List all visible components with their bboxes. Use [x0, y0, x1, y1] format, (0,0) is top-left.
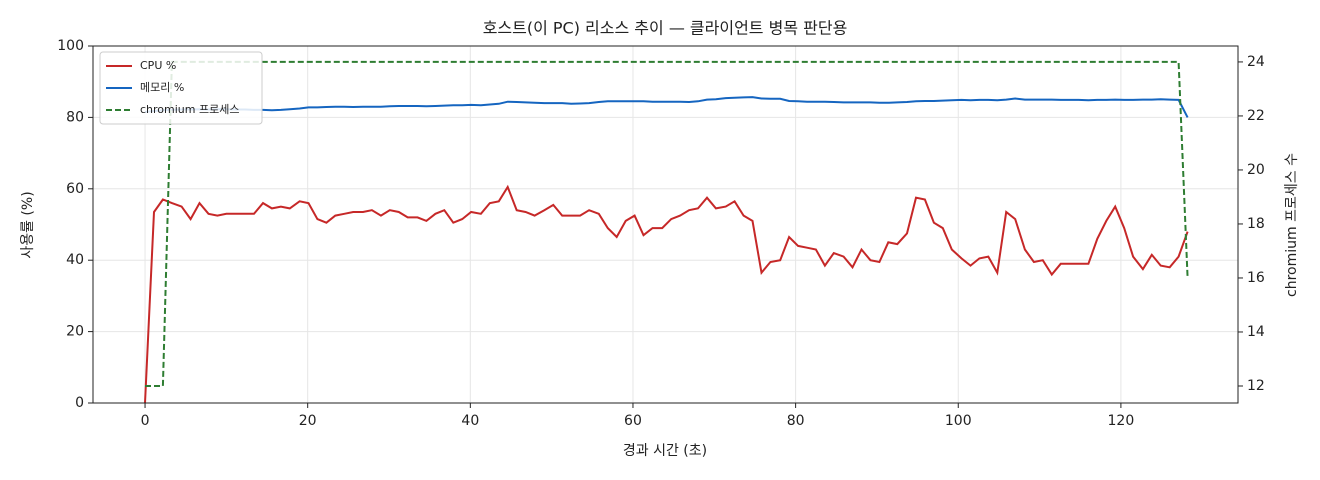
x-tick-label: 40: [461, 413, 479, 429]
plot-frame: [92, 45, 1239, 404]
y-axis-label: 사용률 (%): [20, 191, 36, 258]
y-tick-label: 100: [57, 38, 84, 54]
y2-tick-label: 16: [1247, 270, 1265, 286]
x-tick-label: 80: [787, 413, 805, 429]
y2-tick-label: 12: [1247, 378, 1265, 394]
y-tick-label: 20: [66, 324, 84, 340]
chart-title: 호스트(이 PC) 리소스 추이 — 클라이언트 병목 판단용: [483, 19, 848, 38]
x-tick-label: 120: [1108, 413, 1135, 429]
y2-axis-label: chromium 프로세스 수: [1284, 153, 1300, 297]
x-tick-label: 20: [299, 413, 317, 429]
y-tick-label: 0: [75, 395, 84, 411]
y2-tick-label: 14: [1247, 324, 1265, 340]
series-line: [145, 60, 1189, 387]
y-tick-label: 40: [66, 252, 84, 268]
y2-tick-label: 20: [1247, 162, 1265, 178]
x-axis-label: 경과 시간 (초): [623, 443, 707, 459]
legend-label: 메모리 %: [140, 81, 184, 94]
legend-label: chromium 프로세스: [140, 103, 239, 116]
legend-label: CPU %: [140, 59, 176, 72]
y-tick-label: 60: [66, 181, 84, 197]
x-tick-label: 0: [141, 413, 150, 429]
x-tick-label: 60: [624, 413, 642, 429]
series-line: [144, 184, 1189, 404]
y2-tick-label: 22: [1247, 108, 1265, 124]
x-tick-label: 100: [945, 413, 972, 429]
legend-box: [99, 51, 263, 125]
y2-tick-label: 24: [1247, 54, 1265, 70]
series-line: [144, 96, 1189, 118]
y2-tick-label: 18: [1247, 216, 1265, 232]
y-tick-label: 80: [66, 109, 84, 125]
